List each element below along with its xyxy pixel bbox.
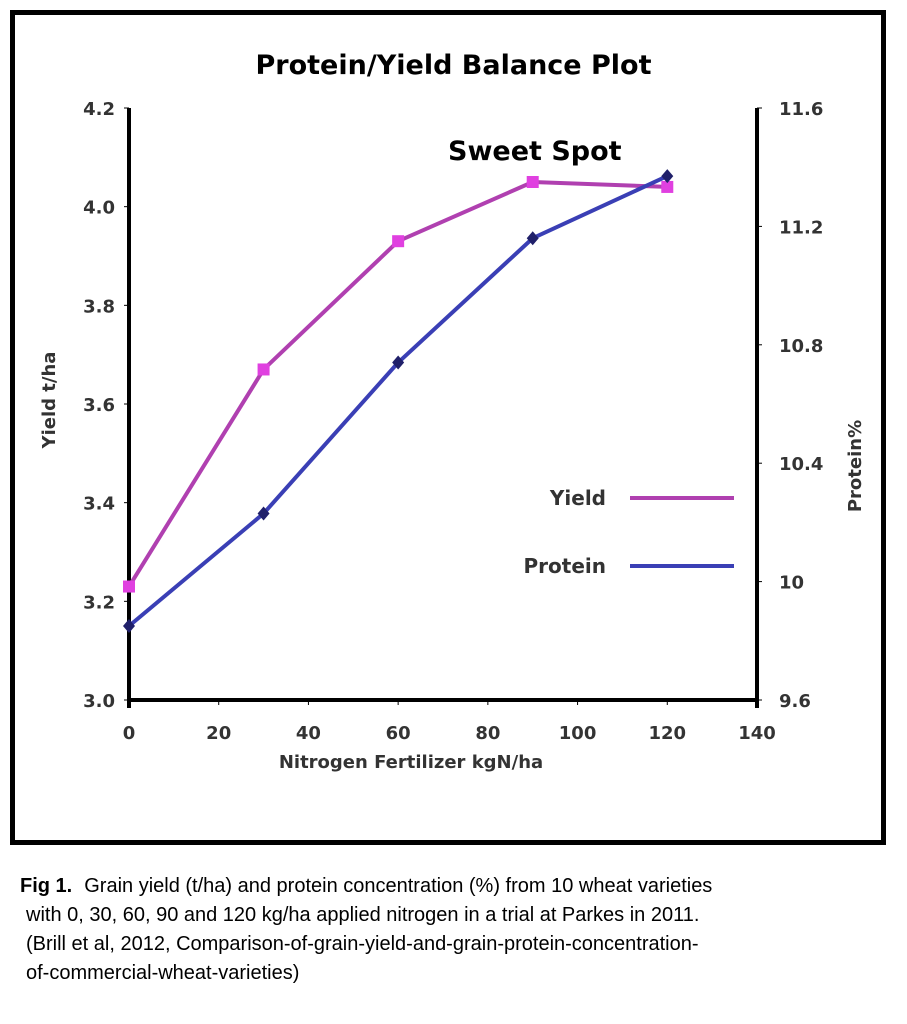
y-right-tick-label: 11.2 <box>779 217 823 238</box>
figure-caption: Fig 1. Grain yield (t/ha) and protein con… <box>20 872 890 988</box>
series-group <box>123 169 674 633</box>
y-right-tick-label: 10 <box>779 573 804 594</box>
protein-point <box>661 169 674 184</box>
yield-point <box>392 235 405 248</box>
y-left-tick-label: 3.8 <box>83 296 115 317</box>
x-tick-label: 120 <box>648 723 686 744</box>
protein-point <box>392 355 405 370</box>
x-tick-label: 80 <box>475 723 500 744</box>
x-tick-label: 100 <box>559 723 597 744</box>
caption-fig-label: Fig 1. <box>20 875 73 897</box>
axes-group <box>127 108 759 708</box>
y-left-tick-label: 3.0 <box>83 691 115 712</box>
y-left-tick-label: 3.2 <box>83 592 115 613</box>
x-tick-label: 0 <box>123 723 136 744</box>
legend: Yield Protein <box>524 486 734 578</box>
yield-point <box>661 180 674 193</box>
plot-area: 0 20 40 60 80 100 120 140 3.0 3.2 3.4 3.6 3.8 4.0 4.2 9… <box>39 99 866 773</box>
y-left-tick-label: 4.0 <box>83 198 115 219</box>
protein-point <box>526 231 539 246</box>
chart-frame <box>10 10 886 845</box>
x-tick-label: 40 <box>296 723 321 744</box>
y-right-tick-label: 10.8 <box>779 336 823 357</box>
y-left-tick-label: 3.4 <box>83 494 115 515</box>
yield-point <box>257 363 270 376</box>
legend-label-protein: Protein <box>524 554 606 578</box>
chart-title: Protein/Yield Balance Plot <box>255 50 652 81</box>
x-axis-label: Nitrogen Fertilizer kgN/ha <box>279 752 543 773</box>
caption-line-3: (Brill et al, 2012, Comparison-of-grain-… <box>26 933 699 955</box>
y-axis-left-label: Yield t/ha <box>39 352 60 450</box>
ticks-group: 0 20 40 60 80 100 120 140 3.0 3.2 3.4 3.6 3.8 4.0 4.2 9… <box>83 99 823 744</box>
caption-line-1: Grain yield (t/ha) and protein concentra… <box>84 875 713 897</box>
x-tick-label: 60 <box>386 723 411 744</box>
protein-point <box>257 506 270 521</box>
x-tick-label: 20 <box>206 723 231 744</box>
protein-point <box>123 619 135 633</box>
caption-line-2: with 0, 30, 60, 90 and 120 kg/ha applied… <box>26 904 700 926</box>
y-right-tick-label: 11.6 <box>779 99 823 120</box>
legend-label-yield: Yield <box>549 486 606 510</box>
y-right-tick-label: 10.4 <box>779 454 823 475</box>
yield-point <box>123 580 135 593</box>
y-left-tick-label: 3.6 <box>83 395 115 416</box>
y-right-tick-label: 9.6 <box>779 691 811 712</box>
caption-line-4: of-commercial-wheat-varieties) <box>26 962 300 984</box>
x-tick-label: 140 <box>738 723 776 744</box>
sweet-spot-annotation: Sweet Spot <box>448 136 622 167</box>
y-axis-right-label: Protein% <box>845 420 866 512</box>
y-left-tick-label: 4.2 <box>83 99 115 120</box>
yield-point <box>526 176 539 188</box>
